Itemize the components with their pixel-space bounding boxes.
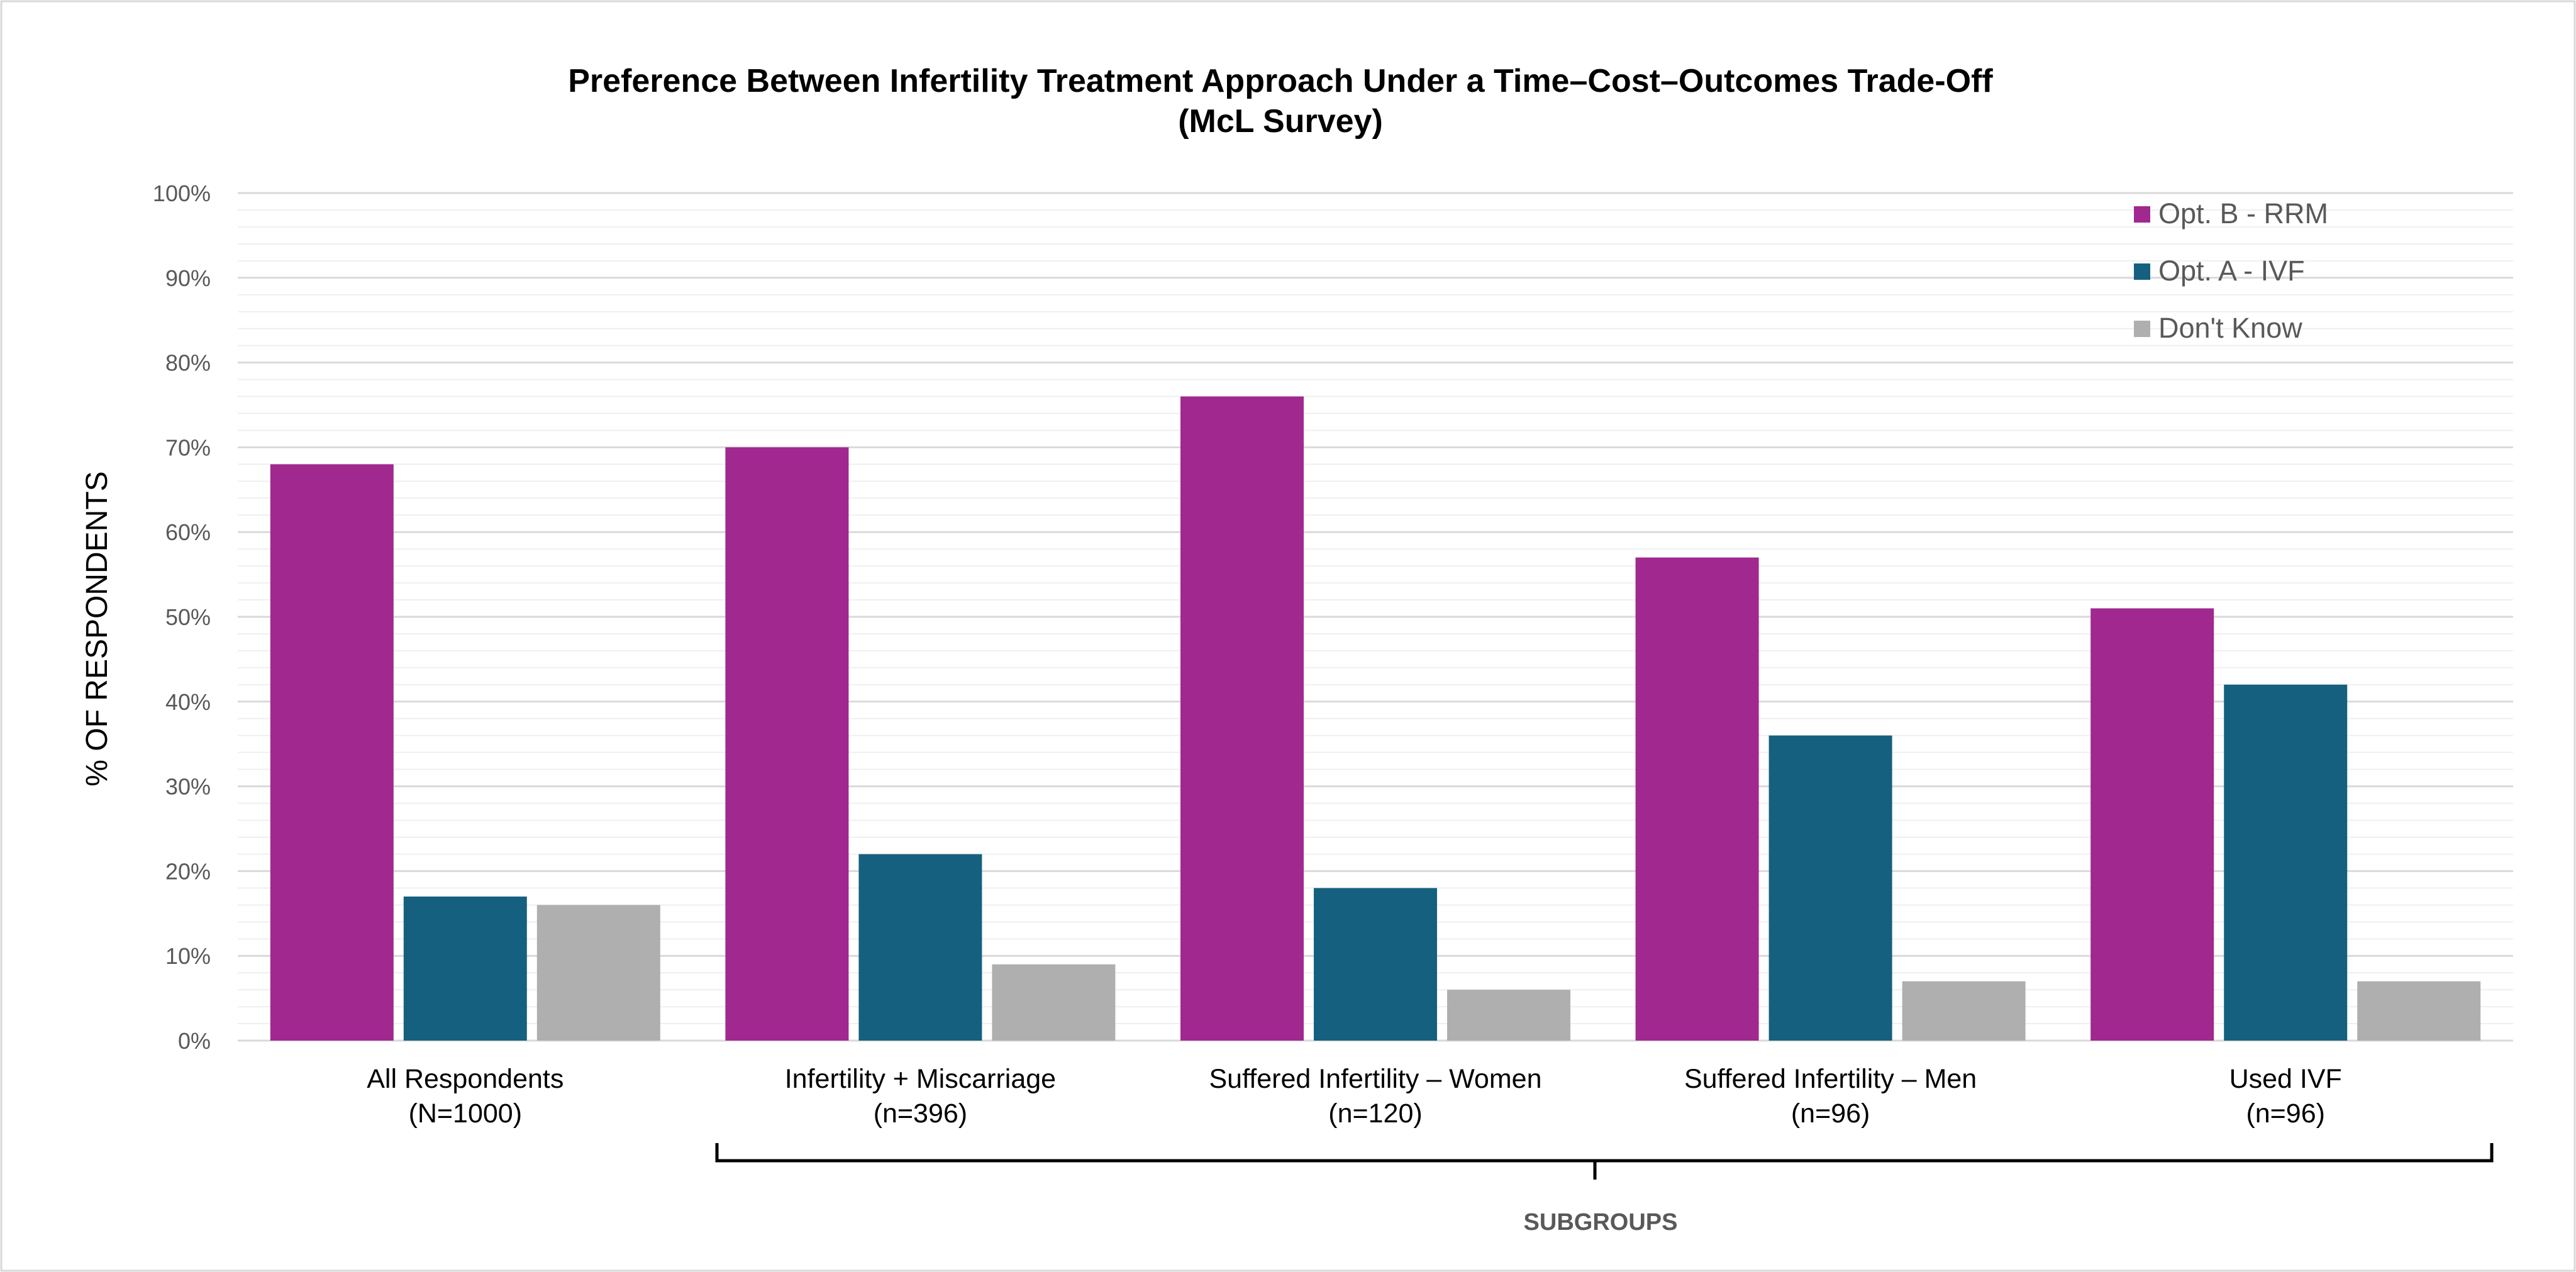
bar-dont-know-2	[992, 964, 1116, 1041]
bar-dont-know-1	[536, 905, 660, 1041]
y-tick-label: 100%	[153, 180, 211, 206]
x-category-sample-size: (n=96)	[1791, 1098, 1870, 1129]
x-category-label: Suffered Infertility – Women	[1209, 1064, 1542, 1094]
y-tick-label: 30%	[165, 774, 211, 800]
x-category-label: Suffered Infertility – Men	[1684, 1064, 1977, 1094]
y-tick-label: 60%	[165, 519, 211, 545]
legend-label: Don't Know	[2158, 312, 2302, 344]
y-tick-label: 80%	[165, 350, 211, 376]
x-category-label: Used IVF	[2229, 1064, 2342, 1094]
bar-dont-know-4	[1902, 981, 2026, 1041]
x-category-sample-size: (n=120)	[1328, 1098, 1422, 1129]
legend-label: Opt. A - IVF	[2158, 255, 2305, 287]
y-tick-label: 50%	[165, 604, 211, 630]
legend-swatch	[2134, 321, 2150, 337]
y-tick-label: 90%	[165, 265, 211, 291]
x-category-sample-size: (N=1000)	[409, 1098, 522, 1129]
bar-ivf-4	[1768, 735, 1892, 1041]
bar-rrm-4	[1635, 557, 1759, 1041]
chart-subtitle: (McL Survey)	[1178, 103, 1383, 140]
bar-ivf-2	[858, 854, 982, 1041]
x-axis-labels: All Respondents (N=1000) Infertility + Mis…	[367, 1064, 2342, 1129]
y-axis-title: % OF RESPONDENTS	[80, 471, 114, 786]
bar-rrm-1	[270, 464, 394, 1041]
legend-swatch	[2134, 206, 2150, 223]
x-axis-title: SUBGROUPS	[1524, 1209, 1678, 1236]
bars	[270, 396, 2481, 1041]
y-axis-ticks: 0% 10% 20% 30% 40% 50% 60% 70% 80% 90% 100%	[153, 180, 211, 1054]
bar-ivf-1	[403, 896, 527, 1041]
bar-ivf-5	[2224, 684, 2348, 1041]
bar-dont-know-5	[2357, 981, 2481, 1041]
y-tick-label: 40%	[165, 689, 211, 715]
x-category-label: Infertility + Miscarriage	[785, 1064, 1056, 1094]
legend-label: Opt. B - RRM	[2158, 197, 2328, 230]
bar-rrm-5	[2090, 608, 2214, 1041]
legend: Opt. B - RRM Opt. A - IVF Don't Know	[2134, 197, 2328, 344]
bar-dont-know-3	[1447, 990, 1570, 1041]
bar-ivf-3	[1314, 888, 1437, 1041]
x-category-sample-size: (n=96)	[2246, 1098, 2325, 1129]
bar-rrm-2	[725, 447, 849, 1041]
x-category-label: All Respondents	[367, 1064, 564, 1094]
chart-title: Preference Between Infertility Treatment…	[568, 63, 1993, 99]
y-tick-label: 10%	[165, 943, 211, 969]
subgroups-bracket	[715, 1143, 2494, 1180]
x-category-sample-size: (n=396)	[874, 1098, 967, 1129]
bar-rrm-3	[1180, 396, 1304, 1041]
legend-swatch	[2134, 263, 2150, 280]
y-tick-label: 0%	[178, 1028, 211, 1054]
y-tick-label: 20%	[165, 858, 211, 884]
y-tick-label: 70%	[165, 434, 211, 460]
